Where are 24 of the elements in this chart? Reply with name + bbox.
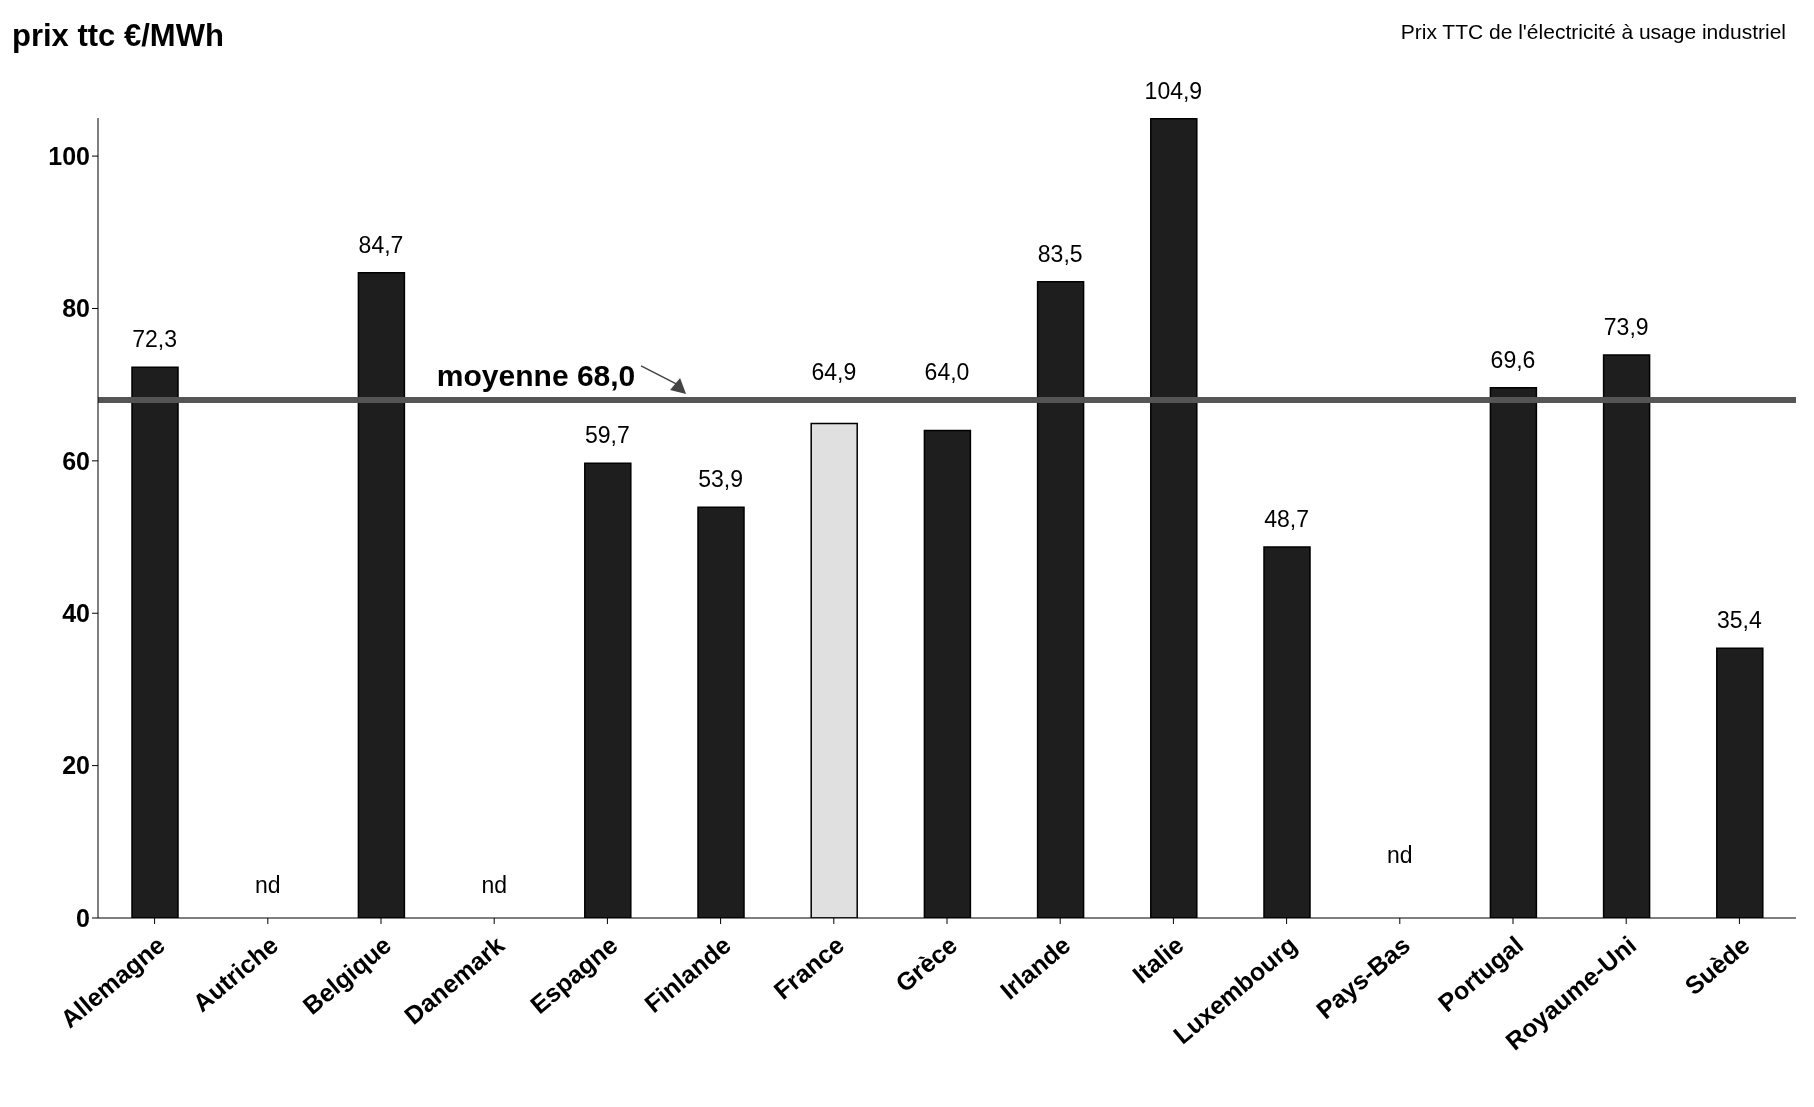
- data-label: 83,5: [1037, 240, 1083, 267]
- data-label: 35,4: [1717, 607, 1762, 634]
- y-tick-label: 80: [62, 294, 90, 323]
- data-label: 53,9: [698, 466, 743, 493]
- y-tick-label: 40: [62, 599, 90, 628]
- text: nd: [1387, 842, 1413, 868]
- y-tick-label: 60: [62, 446, 90, 475]
- data-label: 84,7: [358, 231, 404, 258]
- data-label: 64,9: [811, 358, 857, 385]
- text: nd: [481, 872, 507, 898]
- data-label: 104,9: [1144, 77, 1203, 104]
- y-tick-label: 20: [62, 751, 90, 780]
- y-tick-label: 0: [76, 903, 90, 932]
- data-label: 73,9: [1603, 313, 1649, 340]
- data-label: 69,6: [1490, 346, 1536, 373]
- data-label: 64,0: [924, 358, 970, 385]
- y-tick-label: 100: [48, 141, 90, 170]
- data-label: 59,7: [585, 422, 630, 449]
- chart-title: Prix TTC de l'électricité à usage industriel: [1400, 20, 1786, 44]
- text: nd: [255, 872, 281, 898]
- ref-line-label: moyenne 68,0: [436, 358, 636, 392]
- data-label: 48,7: [1264, 505, 1309, 532]
- data-label: 72,3: [132, 326, 177, 353]
- y-axis-title: prix ttc €/MWh: [12, 18, 224, 54]
